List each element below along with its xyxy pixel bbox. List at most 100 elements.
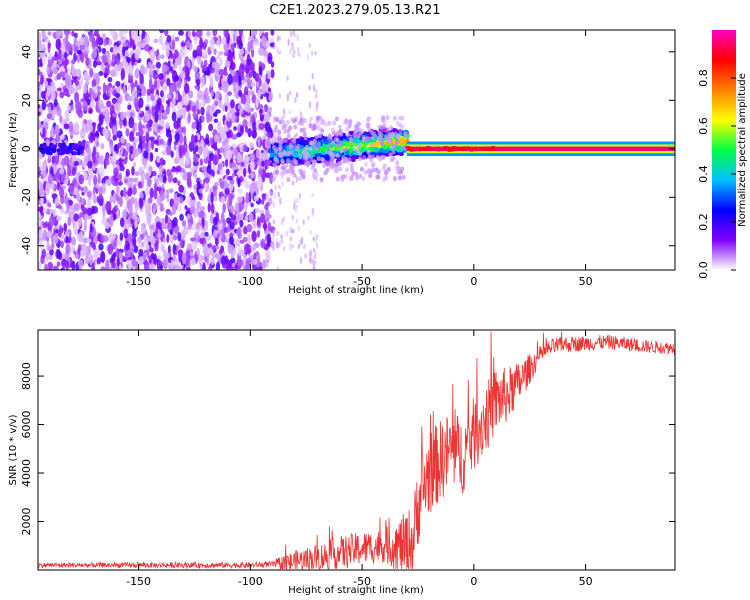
halo-cell [283,150,288,156]
noise-cell [71,68,78,77]
noise-cell [132,237,137,247]
halo-cell [335,137,340,143]
noise-cell [79,212,84,218]
weak-signal-cell [60,145,65,150]
noise-cell [117,180,123,186]
noise-cell [129,145,134,156]
noise-cell [67,216,72,227]
halo-cell [315,172,320,178]
noise-cell [182,142,188,153]
noise-cell [226,230,230,241]
noise-cell [221,140,227,147]
noise-cell [256,216,261,227]
halo-cell [278,145,283,151]
snr-frame [37,329,676,571]
noise-cell [248,71,253,78]
noise-cell [216,169,221,175]
noise-cell [141,171,145,181]
noise-cell [109,266,113,270]
noise-cell [202,64,207,72]
noise-cell [315,93,318,99]
noise-cell [196,78,201,87]
noise-cell [139,112,144,118]
halo-cell [344,147,349,153]
noise-cell [210,35,214,45]
noise-cell [179,171,184,177]
halo-cell [361,135,366,141]
halo-cell [282,170,287,176]
noise-cell [41,54,47,65]
noise-cell [46,230,52,238]
noise-cell [92,194,97,204]
noise-cell [115,247,120,258]
noise-cell [250,171,255,179]
noise-cell [60,240,64,249]
noise-cell [237,258,244,267]
noise-cell [223,66,228,73]
halo-cell [395,134,400,140]
noise-cell [87,124,94,133]
signal-cell [444,146,451,150]
halo-cell [294,159,299,165]
halo-cell [330,127,335,133]
noise-cell [177,94,183,102]
noise-cell [264,114,268,122]
noise-cell [59,114,63,123]
noise-cell [230,99,235,109]
noise-cell [189,205,196,214]
halo-cell [376,135,381,141]
noise-cell [107,76,113,83]
noise-cell [294,205,297,214]
noise-cell [109,194,113,204]
halo-cell [323,121,328,127]
noise-cell [50,126,54,132]
noise-cell [153,139,160,145]
noise-cell [71,30,75,37]
noise-cell [42,169,47,179]
noise-cell [114,204,118,210]
noise-cell [307,215,310,221]
y-tick-label: 4000 [20,459,33,487]
noise-cell [115,80,121,87]
noise-cell [106,100,112,108]
noise-cell [240,162,245,167]
transition-cell [382,144,388,150]
noise-cell [49,129,56,138]
halo-cell [350,166,355,172]
noise-cell [98,200,104,207]
halo-cell [329,164,334,170]
halo-cell [344,156,349,162]
x-tick-label: -100 [238,275,263,288]
noise-cell [134,171,140,176]
noise-cell [162,237,166,244]
noise-cell [308,85,311,91]
noise-cell [266,233,271,245]
noise-cell [186,40,191,48]
noise-cell [47,42,51,53]
noise-cell [58,205,62,210]
noise-cell [278,35,281,41]
noise-cell [293,198,297,205]
noise-cell [140,225,147,234]
transition-cell [344,141,350,148]
noise-cell [212,30,218,37]
noise-cell [295,132,298,137]
noise-cell [151,84,155,92]
noise-cell [64,51,68,60]
noise-cell [311,192,314,198]
noise-cell [38,206,44,213]
noise-cell [91,122,97,127]
signal-cell [455,146,462,150]
noise-cell [59,71,66,77]
noise-cell [51,181,55,191]
noise-cell [43,197,47,204]
noise-cell [78,264,83,270]
noise-cell [312,236,315,242]
noise-cell [215,245,220,250]
spectrogram-cells [38,30,675,270]
noise-cell [144,187,150,196]
noise-cell [233,247,237,256]
noise-cell [168,211,173,216]
halo-cell [391,149,396,155]
noise-cell [61,45,65,55]
